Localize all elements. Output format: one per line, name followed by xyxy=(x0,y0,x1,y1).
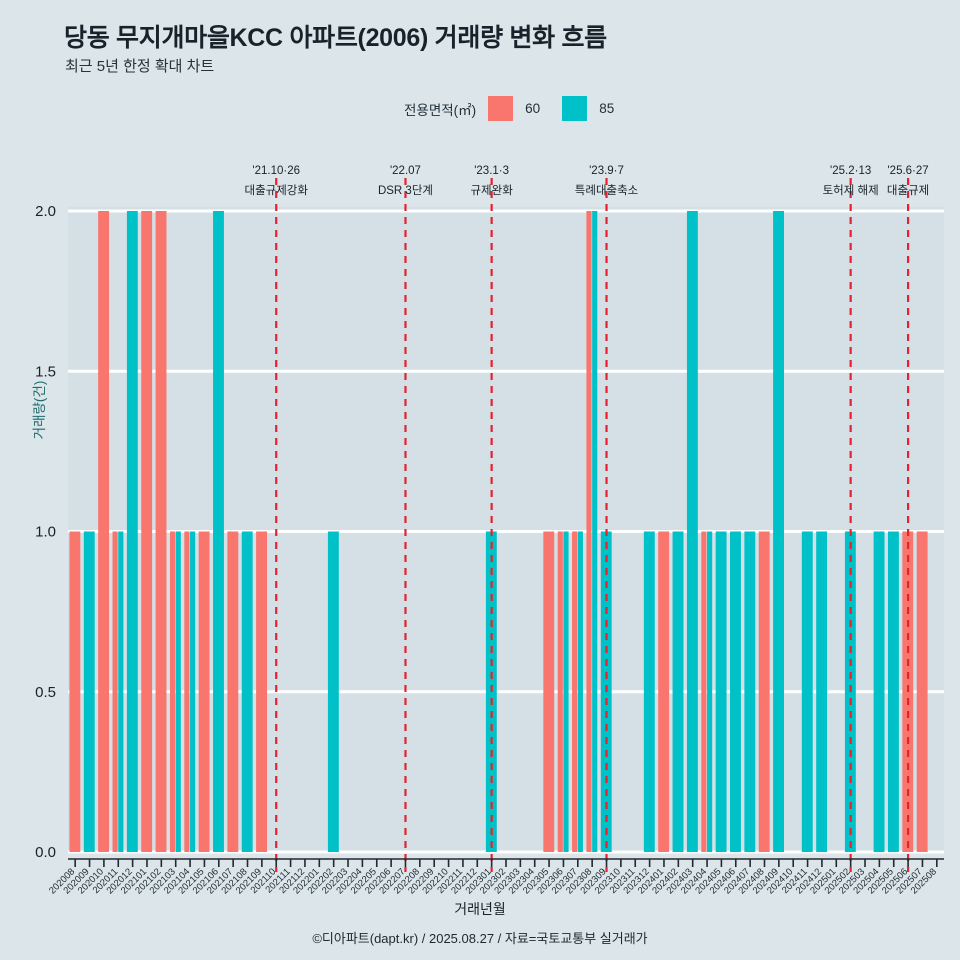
annotation-date: '21.10·26 xyxy=(252,165,300,177)
bar-series-85 xyxy=(887,531,899,852)
bar-series-60 xyxy=(256,531,268,852)
bar-series-85 xyxy=(577,531,583,852)
bar-series-85 xyxy=(126,211,138,852)
bar-series-85 xyxy=(801,531,813,852)
page-subtitle: 최근 5년 한정 확대 차트 xyxy=(65,58,215,75)
bar-series-85 xyxy=(707,531,713,852)
credit-text: ©디아파트(dapt.kr) / 2025.08.27 / 자료=국토교통부 실… xyxy=(312,931,648,946)
bar-series-60 xyxy=(169,531,176,852)
bar-series-85 xyxy=(563,531,569,852)
bar-series-85 xyxy=(118,531,124,852)
legend-swatch-60 xyxy=(488,96,514,121)
x-axis-label: 거래년월 xyxy=(454,901,506,917)
bar-series-85 xyxy=(190,531,196,852)
bar-series-85 xyxy=(592,211,598,852)
bar-series-60 xyxy=(141,211,153,852)
bar-series-85 xyxy=(643,531,655,852)
bar-series-60 xyxy=(98,211,110,852)
bar-series-60 xyxy=(155,211,167,852)
bar-series-60 xyxy=(701,531,707,852)
bar-series-60 xyxy=(112,531,118,852)
y-tick-label: 2.0 xyxy=(35,203,56,220)
annotation-date: '23.1·3 xyxy=(474,165,509,177)
legend-label-60: 60 xyxy=(525,101,541,116)
y-tick-label: 0.5 xyxy=(35,684,56,701)
bar-series-60 xyxy=(184,531,190,852)
annotation-date: '25.6·27 xyxy=(887,165,928,177)
bar-series-85 xyxy=(773,211,784,852)
bar-series-60 xyxy=(658,531,670,852)
bar-series-85 xyxy=(715,531,727,852)
transaction-volume-chart: 0.0 0.5 1.0 1.5 2.0 '21.10·26 대출규제강화 '22.07 DSR … xyxy=(35,165,944,897)
bar-series-85 xyxy=(816,531,828,852)
bar-series-60 xyxy=(227,531,239,852)
y-tick-label: 0.0 xyxy=(35,844,56,861)
y-tick-label: 1.5 xyxy=(35,363,56,380)
bar-series-60 xyxy=(586,211,592,852)
annotation-label: 특례대출축소 xyxy=(575,184,638,197)
bar-series-60 xyxy=(69,531,81,852)
y-tick-label: 1.0 xyxy=(35,524,56,541)
bar-series-85 xyxy=(873,531,885,852)
annotation-label: 토허제 해제 xyxy=(823,184,879,197)
annotation-label: 대출규제강화 xyxy=(244,184,308,197)
annotation-date: '25.2·13 xyxy=(830,165,871,177)
legend-label-85: 85 xyxy=(599,101,615,116)
legend-swatch-85 xyxy=(562,96,588,121)
bar-series-60 xyxy=(198,531,210,852)
bar-series-85 xyxy=(327,531,339,852)
bar-series-60 xyxy=(916,531,928,852)
page-title: 당동 무지개마을KCC 아파트(2006) 거래량 변화 흐름 xyxy=(64,24,607,52)
annotation-label: 규제완화 xyxy=(470,184,513,197)
bar-series-60 xyxy=(543,531,555,852)
bar-series-60 xyxy=(572,531,578,852)
annotation-date: '22.07 xyxy=(390,165,421,177)
bar-series-85 xyxy=(213,211,224,852)
bar-series-85 xyxy=(686,211,698,852)
legend: 전용면적(㎡) 60 85 xyxy=(404,96,636,121)
bar-series-60 xyxy=(557,531,563,852)
annotation-label: DSR 3단계 xyxy=(378,184,433,197)
annotation-label: 대출규제 xyxy=(887,184,929,197)
bar-series-85 xyxy=(83,531,95,852)
legend-title: 전용면적(㎡) xyxy=(404,102,477,118)
bar-series-85 xyxy=(241,531,253,852)
annotation-date: '23.9·7 xyxy=(589,165,624,177)
bar-series-85 xyxy=(744,531,756,852)
bar-series-85 xyxy=(672,531,684,852)
bar-series-85 xyxy=(175,531,181,852)
bar-series-85 xyxy=(730,531,741,852)
y-axis-label: 거래량(건) xyxy=(32,380,47,440)
bar-series-60 xyxy=(758,531,770,852)
